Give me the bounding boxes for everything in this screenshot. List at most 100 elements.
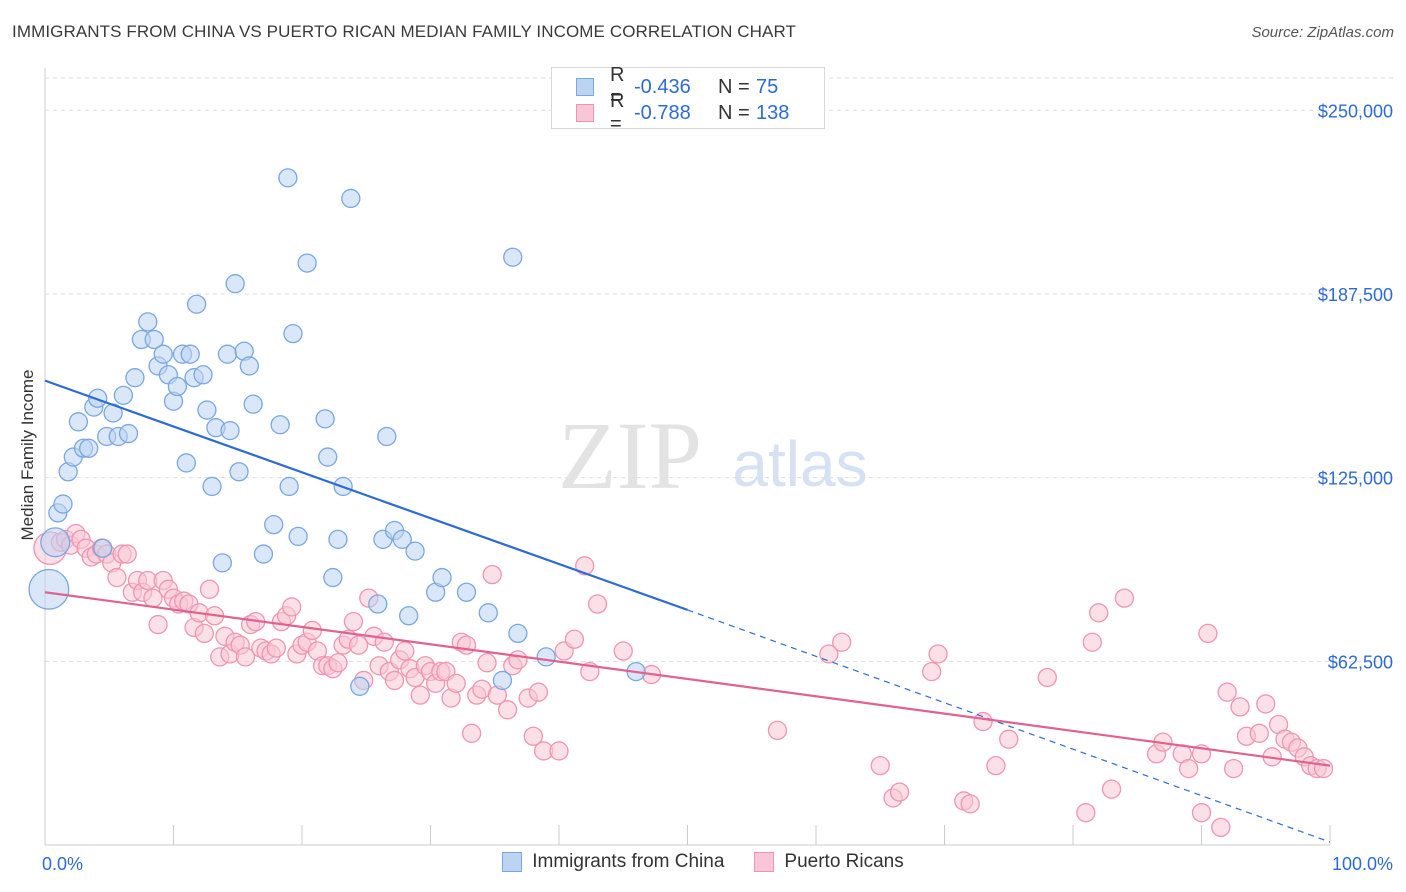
china-point bbox=[392, 529, 412, 550]
china-point bbox=[40, 527, 71, 558]
china-point bbox=[350, 676, 370, 696]
pr-point bbox=[819, 644, 839, 664]
pr-point bbox=[986, 755, 1006, 776]
china-point bbox=[193, 365, 213, 385]
china-point bbox=[220, 420, 240, 441]
pr-point bbox=[523, 726, 543, 746]
pr-point bbox=[564, 629, 585, 649]
pr-point bbox=[148, 614, 168, 635]
china-point bbox=[176, 453, 197, 473]
china-point bbox=[288, 526, 308, 547]
china-point bbox=[79, 438, 99, 458]
legend-swatch-china bbox=[502, 852, 523, 872]
pr-point bbox=[960, 794, 980, 814]
china-point bbox=[125, 368, 145, 388]
china-point bbox=[405, 541, 425, 561]
legend-row-china: R = -0.436 N = 75 bbox=[576, 64, 778, 109]
china-point bbox=[217, 344, 238, 364]
china-point bbox=[283, 323, 303, 344]
legend-row-pr: R = -0.788 N = 138 bbox=[576, 90, 790, 135]
china-point bbox=[341, 188, 361, 209]
pr-point bbox=[1217, 682, 1237, 702]
pr-point bbox=[282, 597, 302, 617]
pr-point bbox=[199, 579, 220, 599]
china-point bbox=[225, 274, 245, 294]
pr-trend-line bbox=[44, 591, 1331, 767]
chart-title: IMMIGRANTS FROM CHINA VS PUERTO RICAN ME… bbox=[12, 22, 797, 41]
pr-point bbox=[1101, 779, 1122, 799]
legend-r-label: R = bbox=[610, 90, 625, 135]
legend-r-value: -0.788 bbox=[634, 101, 691, 124]
pr-point bbox=[1191, 803, 1212, 823]
pr-point bbox=[302, 620, 322, 641]
pr-point bbox=[266, 638, 286, 658]
pr-point bbox=[575, 556, 595, 576]
china-point bbox=[202, 476, 222, 497]
china-point bbox=[399, 606, 419, 626]
pr-point bbox=[348, 635, 369, 655]
pr-point bbox=[1223, 758, 1244, 779]
china-point bbox=[328, 529, 348, 550]
pr-point bbox=[328, 653, 348, 673]
china-point bbox=[315, 409, 335, 429]
china-point bbox=[297, 253, 317, 273]
series-legend: Immigrants from China Puerto Ricans bbox=[0, 851, 1406, 873]
pr-point bbox=[1037, 667, 1057, 688]
pr-point bbox=[446, 673, 466, 694]
china-point bbox=[243, 394, 263, 414]
china-point bbox=[229, 462, 249, 482]
pr-point bbox=[497, 700, 518, 720]
china-trend-line bbox=[44, 379, 688, 611]
pr-point bbox=[870, 755, 890, 776]
pr-point bbox=[374, 632, 394, 652]
y-tick-label: $187,500 bbox=[1318, 285, 1393, 305]
china-point bbox=[253, 544, 274, 564]
china-point bbox=[153, 344, 173, 364]
x-tick-label: 100.0% bbox=[1332, 854, 1393, 874]
pr-point bbox=[461, 723, 482, 743]
pr-point bbox=[456, 635, 477, 655]
china-point bbox=[264, 515, 284, 535]
legend-label-pr: Puerto Ricans bbox=[784, 851, 904, 872]
pr-point bbox=[973, 711, 993, 732]
pr-point bbox=[1198, 623, 1218, 644]
pr-point bbox=[889, 782, 910, 802]
pr-point bbox=[922, 661, 942, 682]
legend-r-value: -0.436 bbox=[634, 75, 691, 98]
y-axis-title: Median Family Income bbox=[18, 369, 37, 540]
legend-n-value: 138 bbox=[756, 101, 790, 124]
legend-label-china: Immigrants from China bbox=[532, 851, 725, 872]
legend-item-china[interactable]: Immigrants from China bbox=[502, 851, 724, 873]
pr-point bbox=[1313, 758, 1334, 779]
pr-point bbox=[107, 567, 127, 588]
x-tick-label: 0.0% bbox=[42, 854, 83, 874]
legend-swatch-pr bbox=[576, 104, 594, 122]
stats-legend: R = -0.436 N = 75 R = -0.788 N = 138 bbox=[551, 64, 825, 135]
china-point bbox=[278, 168, 298, 188]
china-point bbox=[68, 412, 89, 432]
china-point bbox=[212, 553, 232, 573]
legend-item-pr[interactable]: Puerto Ricans bbox=[754, 851, 904, 873]
pr-point bbox=[117, 544, 137, 564]
china-point bbox=[93, 538, 113, 558]
pr-point bbox=[1082, 632, 1102, 652]
china-point bbox=[167, 376, 188, 397]
pr-point bbox=[832, 632, 852, 652]
pr-point bbox=[928, 644, 948, 664]
pr-point bbox=[1256, 694, 1276, 714]
pr-point bbox=[587, 594, 608, 614]
pr-point bbox=[1114, 588, 1135, 608]
legend-n-label: N = bbox=[718, 75, 750, 98]
china-point bbox=[503, 247, 523, 267]
pr-point bbox=[477, 653, 497, 673]
pr-point bbox=[410, 685, 430, 705]
china-point bbox=[492, 670, 513, 691]
china-trend-extension bbox=[687, 609, 1331, 843]
pr-point bbox=[613, 641, 633, 661]
pr-point bbox=[482, 564, 502, 585]
pr-point bbox=[235, 647, 256, 667]
china-point bbox=[28, 568, 70, 610]
china-point bbox=[186, 294, 207, 314]
source-label: Source: ZipAtlas.com bbox=[1251, 24, 1394, 41]
y-tick-label: $250,000 bbox=[1318, 101, 1393, 121]
